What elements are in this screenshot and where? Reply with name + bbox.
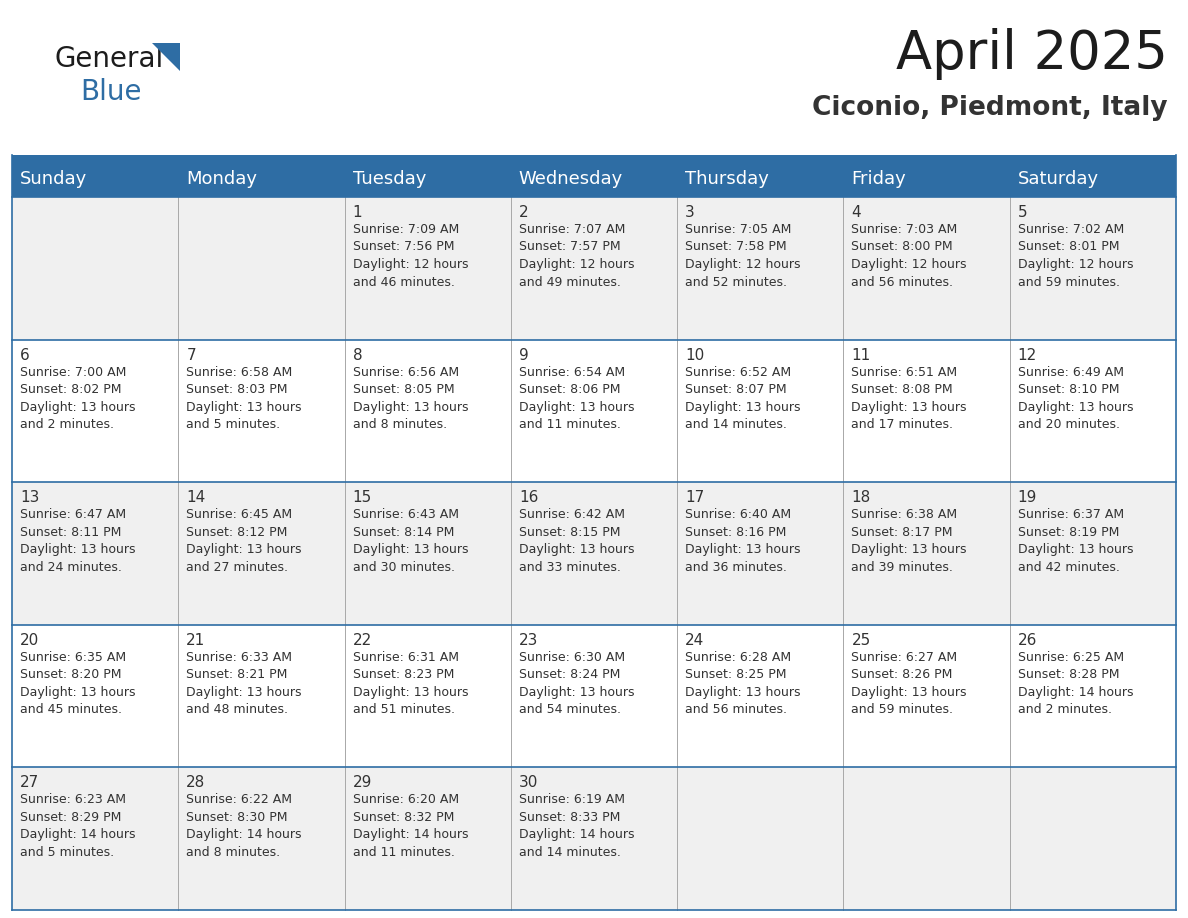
Text: Sunday: Sunday [20, 171, 87, 188]
Text: 1: 1 [353, 205, 362, 220]
Text: Sunrise: 7:02 AM
Sunset: 8:01 PM
Daylight: 12 hours
and 59 minutes.: Sunrise: 7:02 AM Sunset: 8:01 PM Dayligh… [1018, 223, 1133, 288]
Text: Sunrise: 6:47 AM
Sunset: 8:11 PM
Daylight: 13 hours
and 24 minutes.: Sunrise: 6:47 AM Sunset: 8:11 PM Dayligh… [20, 509, 135, 574]
Text: Sunrise: 6:54 AM
Sunset: 8:06 PM
Daylight: 13 hours
and 11 minutes.: Sunrise: 6:54 AM Sunset: 8:06 PM Dayligh… [519, 365, 634, 431]
Text: Sunrise: 6:37 AM
Sunset: 8:19 PM
Daylight: 13 hours
and 42 minutes.: Sunrise: 6:37 AM Sunset: 8:19 PM Dayligh… [1018, 509, 1133, 574]
Text: Sunrise: 6:42 AM
Sunset: 8:15 PM
Daylight: 13 hours
and 33 minutes.: Sunrise: 6:42 AM Sunset: 8:15 PM Dayligh… [519, 509, 634, 574]
Text: 8: 8 [353, 348, 362, 363]
Text: Sunrise: 6:31 AM
Sunset: 8:23 PM
Daylight: 13 hours
and 51 minutes.: Sunrise: 6:31 AM Sunset: 8:23 PM Dayligh… [353, 651, 468, 716]
Text: 24: 24 [685, 633, 704, 648]
Text: 4: 4 [852, 205, 861, 220]
Text: Sunrise: 7:07 AM
Sunset: 7:57 PM
Daylight: 12 hours
and 49 minutes.: Sunrise: 7:07 AM Sunset: 7:57 PM Dayligh… [519, 223, 634, 288]
Text: 3: 3 [685, 205, 695, 220]
Polygon shape [152, 43, 181, 71]
Text: Sunrise: 6:52 AM
Sunset: 8:07 PM
Daylight: 13 hours
and 14 minutes.: Sunrise: 6:52 AM Sunset: 8:07 PM Dayligh… [685, 365, 801, 431]
Text: Sunrise: 7:03 AM
Sunset: 8:00 PM
Daylight: 12 hours
and 56 minutes.: Sunrise: 7:03 AM Sunset: 8:00 PM Dayligh… [852, 223, 967, 288]
Text: 22: 22 [353, 633, 372, 648]
Text: Sunrise: 7:05 AM
Sunset: 7:58 PM
Daylight: 12 hours
and 52 minutes.: Sunrise: 7:05 AM Sunset: 7:58 PM Dayligh… [685, 223, 801, 288]
Text: Sunrise: 6:27 AM
Sunset: 8:26 PM
Daylight: 13 hours
and 59 minutes.: Sunrise: 6:27 AM Sunset: 8:26 PM Dayligh… [852, 651, 967, 716]
Text: Sunrise: 6:56 AM
Sunset: 8:05 PM
Daylight: 13 hours
and 8 minutes.: Sunrise: 6:56 AM Sunset: 8:05 PM Dayligh… [353, 365, 468, 431]
Text: 10: 10 [685, 348, 704, 363]
Bar [12, 340, 1176, 482]
Text: Sunrise: 6:35 AM
Sunset: 8:20 PM
Daylight: 13 hours
and 45 minutes.: Sunrise: 6:35 AM Sunset: 8:20 PM Dayligh… [20, 651, 135, 716]
Text: 9: 9 [519, 348, 529, 363]
Text: 5: 5 [1018, 205, 1028, 220]
Text: Sunrise: 6:38 AM
Sunset: 8:17 PM
Daylight: 13 hours
and 39 minutes.: Sunrise: 6:38 AM Sunset: 8:17 PM Dayligh… [852, 509, 967, 574]
Text: General: General [55, 45, 164, 73]
Text: 7: 7 [187, 348, 196, 363]
Text: 17: 17 [685, 490, 704, 505]
Text: Saturday: Saturday [1018, 171, 1099, 188]
Bar [12, 482, 1176, 625]
Text: Sunrise: 6:30 AM
Sunset: 8:24 PM
Daylight: 13 hours
and 54 minutes.: Sunrise: 6:30 AM Sunset: 8:24 PM Dayligh… [519, 651, 634, 716]
Text: 11: 11 [852, 348, 871, 363]
Text: Sunrise: 6:25 AM
Sunset: 8:28 PM
Daylight: 14 hours
and 2 minutes.: Sunrise: 6:25 AM Sunset: 8:28 PM Dayligh… [1018, 651, 1133, 716]
Text: Thursday: Thursday [685, 171, 769, 188]
Text: Sunrise: 6:22 AM
Sunset: 8:30 PM
Daylight: 14 hours
and 8 minutes.: Sunrise: 6:22 AM Sunset: 8:30 PM Dayligh… [187, 793, 302, 859]
Text: Sunrise: 6:20 AM
Sunset: 8:32 PM
Daylight: 14 hours
and 11 minutes.: Sunrise: 6:20 AM Sunset: 8:32 PM Dayligh… [353, 793, 468, 859]
Text: 23: 23 [519, 633, 538, 648]
Text: Sunrise: 7:00 AM
Sunset: 8:02 PM
Daylight: 13 hours
and 2 minutes.: Sunrise: 7:00 AM Sunset: 8:02 PM Dayligh… [20, 365, 135, 431]
Text: 21: 21 [187, 633, 206, 648]
Text: 27: 27 [20, 776, 39, 790]
Text: 18: 18 [852, 490, 871, 505]
Text: 15: 15 [353, 490, 372, 505]
Text: Sunrise: 6:43 AM
Sunset: 8:14 PM
Daylight: 13 hours
and 30 minutes.: Sunrise: 6:43 AM Sunset: 8:14 PM Dayligh… [353, 509, 468, 574]
Text: Sunrise: 6:19 AM
Sunset: 8:33 PM
Daylight: 14 hours
and 14 minutes.: Sunrise: 6:19 AM Sunset: 8:33 PM Dayligh… [519, 793, 634, 859]
Text: Sunrise: 6:58 AM
Sunset: 8:03 PM
Daylight: 13 hours
and 5 minutes.: Sunrise: 6:58 AM Sunset: 8:03 PM Dayligh… [187, 365, 302, 431]
Text: 20: 20 [20, 633, 39, 648]
Text: Sunrise: 6:40 AM
Sunset: 8:16 PM
Daylight: 13 hours
and 36 minutes.: Sunrise: 6:40 AM Sunset: 8:16 PM Dayligh… [685, 509, 801, 574]
Text: 29: 29 [353, 776, 372, 790]
Text: 13: 13 [20, 490, 39, 505]
Bar [12, 155, 1176, 162]
Text: 30: 30 [519, 776, 538, 790]
Text: 26: 26 [1018, 633, 1037, 648]
Bar [12, 625, 1176, 767]
Text: Blue: Blue [80, 78, 141, 106]
Text: Tuesday: Tuesday [353, 171, 426, 188]
Text: Sunrise: 7:09 AM
Sunset: 7:56 PM
Daylight: 12 hours
and 46 minutes.: Sunrise: 7:09 AM Sunset: 7:56 PM Dayligh… [353, 223, 468, 288]
Bar [12, 197, 1176, 340]
Text: April 2025: April 2025 [896, 28, 1168, 80]
Text: Ciconio, Piedmont, Italy: Ciconio, Piedmont, Italy [813, 95, 1168, 121]
Bar [12, 767, 1176, 910]
Text: Sunrise: 6:23 AM
Sunset: 8:29 PM
Daylight: 14 hours
and 5 minutes.: Sunrise: 6:23 AM Sunset: 8:29 PM Dayligh… [20, 793, 135, 859]
Text: Monday: Monday [187, 171, 258, 188]
Text: Sunrise: 6:45 AM
Sunset: 8:12 PM
Daylight: 13 hours
and 27 minutes.: Sunrise: 6:45 AM Sunset: 8:12 PM Dayligh… [187, 509, 302, 574]
Text: Sunrise: 6:49 AM
Sunset: 8:10 PM
Daylight: 13 hours
and 20 minutes.: Sunrise: 6:49 AM Sunset: 8:10 PM Dayligh… [1018, 365, 1133, 431]
Text: 6: 6 [20, 348, 30, 363]
Text: Wednesday: Wednesday [519, 171, 624, 188]
Text: Sunrise: 6:33 AM
Sunset: 8:21 PM
Daylight: 13 hours
and 48 minutes.: Sunrise: 6:33 AM Sunset: 8:21 PM Dayligh… [187, 651, 302, 716]
Text: 19: 19 [1018, 490, 1037, 505]
Text: 28: 28 [187, 776, 206, 790]
Text: 25: 25 [852, 633, 871, 648]
Text: 12: 12 [1018, 348, 1037, 363]
Text: Sunrise: 6:51 AM
Sunset: 8:08 PM
Daylight: 13 hours
and 17 minutes.: Sunrise: 6:51 AM Sunset: 8:08 PM Dayligh… [852, 365, 967, 431]
Text: Friday: Friday [852, 171, 906, 188]
Text: 14: 14 [187, 490, 206, 505]
Bar [12, 162, 1176, 197]
Text: 16: 16 [519, 490, 538, 505]
Text: 2: 2 [519, 205, 529, 220]
Text: Sunrise: 6:28 AM
Sunset: 8:25 PM
Daylight: 13 hours
and 56 minutes.: Sunrise: 6:28 AM Sunset: 8:25 PM Dayligh… [685, 651, 801, 716]
